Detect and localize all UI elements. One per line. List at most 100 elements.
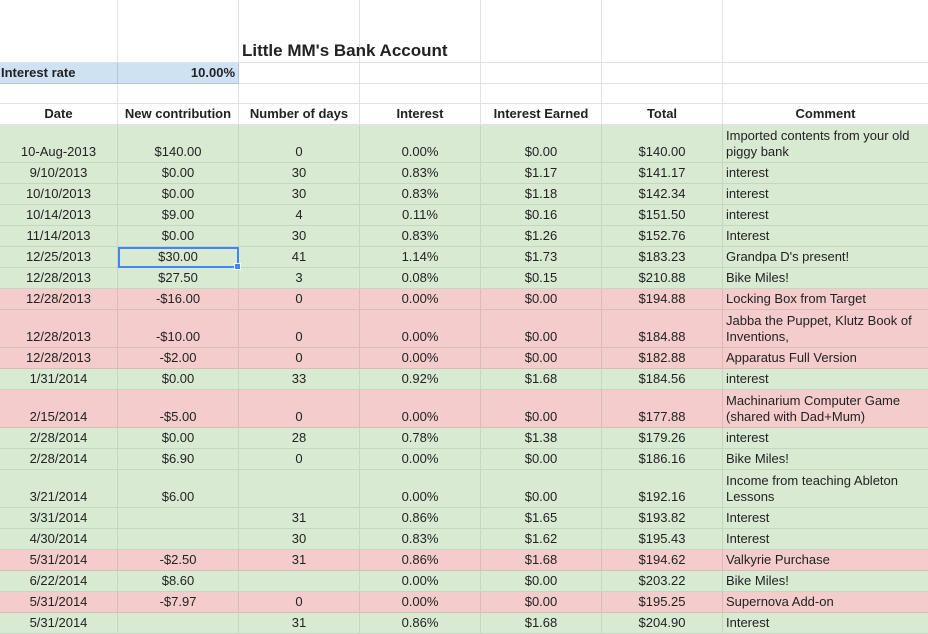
interest-earned-cell[interactable]: $0.00 [481, 449, 602, 470]
interest-cell[interactable]: 0.00% [360, 470, 481, 508]
date-cell[interactable]: 12/28/2013 [0, 310, 118, 348]
comment-cell[interactable]: Interest [723, 529, 928, 550]
comment-cell[interactable]: interest [723, 163, 928, 184]
interest-cell[interactable]: 0.83% [360, 163, 481, 184]
interest-cell[interactable]: 0.00% [360, 289, 481, 310]
days-cell[interactable] [239, 470, 360, 508]
contribution-cell[interactable]: $30.00 [118, 247, 239, 268]
total-cell[interactable]: $184.88 [602, 310, 723, 348]
comment-cell[interactable]: Machinarium Computer Game (shared with D… [723, 390, 928, 428]
interest-earned-cell[interactable]: $0.16 [481, 205, 602, 226]
date-cell[interactable]: 12/28/2013 [0, 348, 118, 369]
cell[interactable] [602, 0, 723, 63]
interest-earned-cell[interactable]: $1.26 [481, 226, 602, 247]
comment-cell[interactable]: Income from teaching Ableton Lessons [723, 470, 928, 508]
comment-cell[interactable]: interest [723, 428, 928, 449]
header-interest-earned[interactable]: Interest Earned [481, 104, 602, 125]
cell[interactable] [723, 63, 928, 84]
interest-earned-cell[interactable]: $1.17 [481, 163, 602, 184]
comment-cell[interactable]: interest [723, 205, 928, 226]
days-cell[interactable]: 4 [239, 205, 360, 226]
contribution-cell[interactable]: -$16.00 [118, 289, 239, 310]
cell[interactable] [723, 84, 928, 104]
interest-cell[interactable]: 0.86% [360, 508, 481, 529]
interest-earned-cell[interactable]: $0.00 [481, 310, 602, 348]
cell[interactable] [360, 84, 481, 104]
interest-cell[interactable]: 0.83% [360, 226, 481, 247]
contribution-cell[interactable]: $0.00 [118, 369, 239, 390]
sheet-title[interactable]: Little MM's Bank Account [239, 0, 360, 63]
cell[interactable] [602, 63, 723, 84]
contribution-cell[interactable]: -$5.00 [118, 390, 239, 428]
days-cell[interactable]: 3 [239, 268, 360, 289]
interest-cell[interactable]: 0.08% [360, 268, 481, 289]
header-date[interactable]: Date [0, 104, 118, 125]
interest-earned-cell[interactable]: $1.73 [481, 247, 602, 268]
total-cell[interactable]: $141.17 [602, 163, 723, 184]
interest-cell[interactable]: 0.00% [360, 571, 481, 592]
total-cell[interactable]: $177.88 [602, 390, 723, 428]
total-cell[interactable]: $195.25 [602, 592, 723, 613]
interest-earned-cell[interactable]: $0.00 [481, 289, 602, 310]
total-cell[interactable]: $195.43 [602, 529, 723, 550]
total-cell[interactable]: $192.16 [602, 470, 723, 508]
interest-cell[interactable]: 0.83% [360, 184, 481, 205]
interest-earned-cell[interactable]: $0.00 [481, 470, 602, 508]
comment-cell[interactable]: interest [723, 184, 928, 205]
cell[interactable] [602, 84, 723, 104]
interest-earned-cell[interactable]: $1.68 [481, 550, 602, 571]
comment-cell[interactable]: Interest [723, 508, 928, 529]
days-cell[interactable]: 31 [239, 550, 360, 571]
interest-earned-cell[interactable]: $1.38 [481, 428, 602, 449]
comment-cell[interactable]: Apparatus Full Version [723, 348, 928, 369]
total-cell[interactable]: $140.00 [602, 125, 723, 163]
contribution-cell[interactable] [118, 529, 239, 550]
interest-cell[interactable]: 0.11% [360, 205, 481, 226]
interest-earned-cell[interactable]: $1.18 [481, 184, 602, 205]
comment-cell[interactable]: Jabba the Puppet, Klutz Book of Inventio… [723, 310, 928, 348]
interest-cell[interactable]: 0.86% [360, 550, 481, 571]
header-total[interactable]: Total [602, 104, 723, 125]
interest-earned-cell[interactable]: $1.65 [481, 508, 602, 529]
contribution-cell[interactable]: $8.60 [118, 571, 239, 592]
interest-cell[interactable]: 0.00% [360, 310, 481, 348]
contribution-cell[interactable]: $6.00 [118, 470, 239, 508]
comment-cell[interactable]: Bike Miles! [723, 449, 928, 470]
contribution-cell[interactable]: -$10.00 [118, 310, 239, 348]
contribution-cell[interactable]: -$7.97 [118, 592, 239, 613]
interest-earned-cell[interactable]: $0.00 [481, 571, 602, 592]
days-cell[interactable]: 0 [239, 310, 360, 348]
interest-cell[interactable]: 0.83% [360, 529, 481, 550]
interest-cell[interactable]: 0.92% [360, 369, 481, 390]
interest-cell[interactable]: 0.00% [360, 348, 481, 369]
interest-rate-label[interactable]: Interest rate [0, 63, 118, 84]
contribution-cell[interactable]: $0.00 [118, 163, 239, 184]
comment-cell[interactable]: Bike Miles! [723, 268, 928, 289]
total-cell[interactable]: $186.16 [602, 449, 723, 470]
header-new-contribution[interactable]: New contribution [118, 104, 239, 125]
total-cell[interactable]: $179.26 [602, 428, 723, 449]
days-cell[interactable]: 0 [239, 390, 360, 428]
header-comment[interactable]: Comment [723, 104, 928, 125]
total-cell[interactable]: $151.50 [602, 205, 723, 226]
days-cell[interactable]: 31 [239, 508, 360, 529]
date-cell[interactable]: 10/10/2013 [0, 184, 118, 205]
date-cell[interactable]: 5/31/2014 [0, 613, 118, 634]
interest-cell[interactable]: 0.78% [360, 428, 481, 449]
interest-cell[interactable]: 0.00% [360, 390, 481, 428]
date-cell[interactable]: 6/22/2014 [0, 571, 118, 592]
contribution-cell[interactable]: $6.90 [118, 449, 239, 470]
date-cell[interactable]: 1/31/2014 [0, 369, 118, 390]
interest-earned-cell[interactable]: $0.00 [481, 348, 602, 369]
date-cell[interactable]: 2/28/2014 [0, 449, 118, 470]
cell[interactable] [360, 63, 481, 84]
days-cell[interactable]: 0 [239, 289, 360, 310]
cell[interactable] [0, 0, 118, 63]
contribution-cell[interactable]: -$2.50 [118, 550, 239, 571]
days-cell[interactable]: 30 [239, 529, 360, 550]
contribution-cell[interactable]: -$2.00 [118, 348, 239, 369]
days-cell[interactable]: 41 [239, 247, 360, 268]
date-cell[interactable]: 12/28/2013 [0, 268, 118, 289]
date-cell[interactable]: 5/31/2014 [0, 550, 118, 571]
contribution-cell[interactable]: $0.00 [118, 428, 239, 449]
